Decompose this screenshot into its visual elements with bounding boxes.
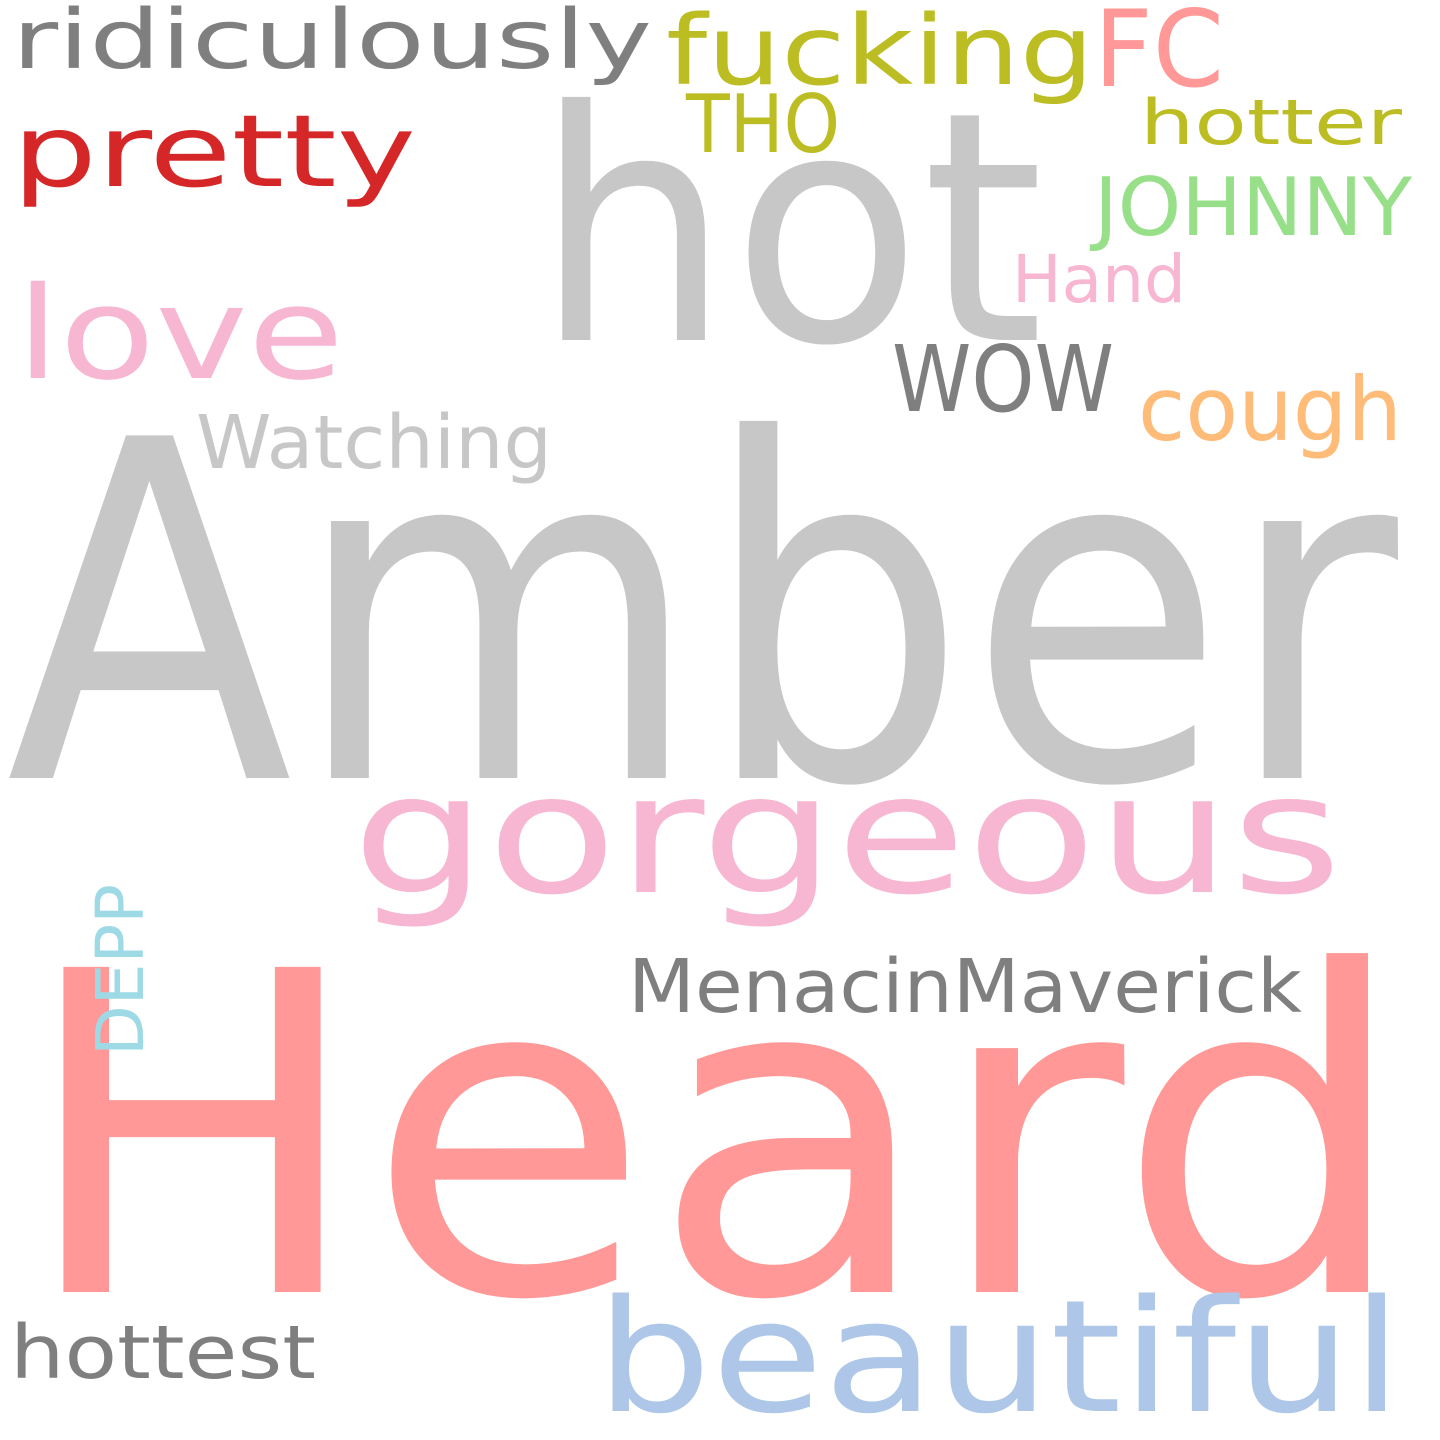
word-heard: Heard	[18, 879, 1410, 1398]
word-johnny: JOHNNY	[1089, 161, 1413, 254]
word-hotter: hotter	[1140, 86, 1403, 159]
word-hottest: hottest	[10, 1310, 316, 1396]
word-cough: cough	[1138, 358, 1402, 461]
word-menacinmaverick: MenacinMaverick	[628, 944, 1302, 1030]
word-love: love	[16, 260, 344, 409]
word-pretty: pretty	[12, 93, 416, 210]
word-depp: DEPP	[82, 884, 159, 1056]
word-wow: WOW	[892, 326, 1114, 433]
word-tho: THO	[685, 78, 840, 171]
word-hand: Hand	[1012, 241, 1186, 318]
word-fucking: fucking	[666, 0, 1094, 107]
word-amber: Amber	[6, 342, 1402, 889]
word-fc: FC	[1094, 0, 1224, 111]
word-beautiful: beautiful	[596, 1266, 1402, 1440]
word-watching: Watching	[196, 400, 552, 486]
word-gorgeous: gorgeous	[352, 739, 1342, 932]
word-ridiculously: ridiculously	[12, 0, 652, 88]
word-hot: hot	[534, 44, 1044, 416]
